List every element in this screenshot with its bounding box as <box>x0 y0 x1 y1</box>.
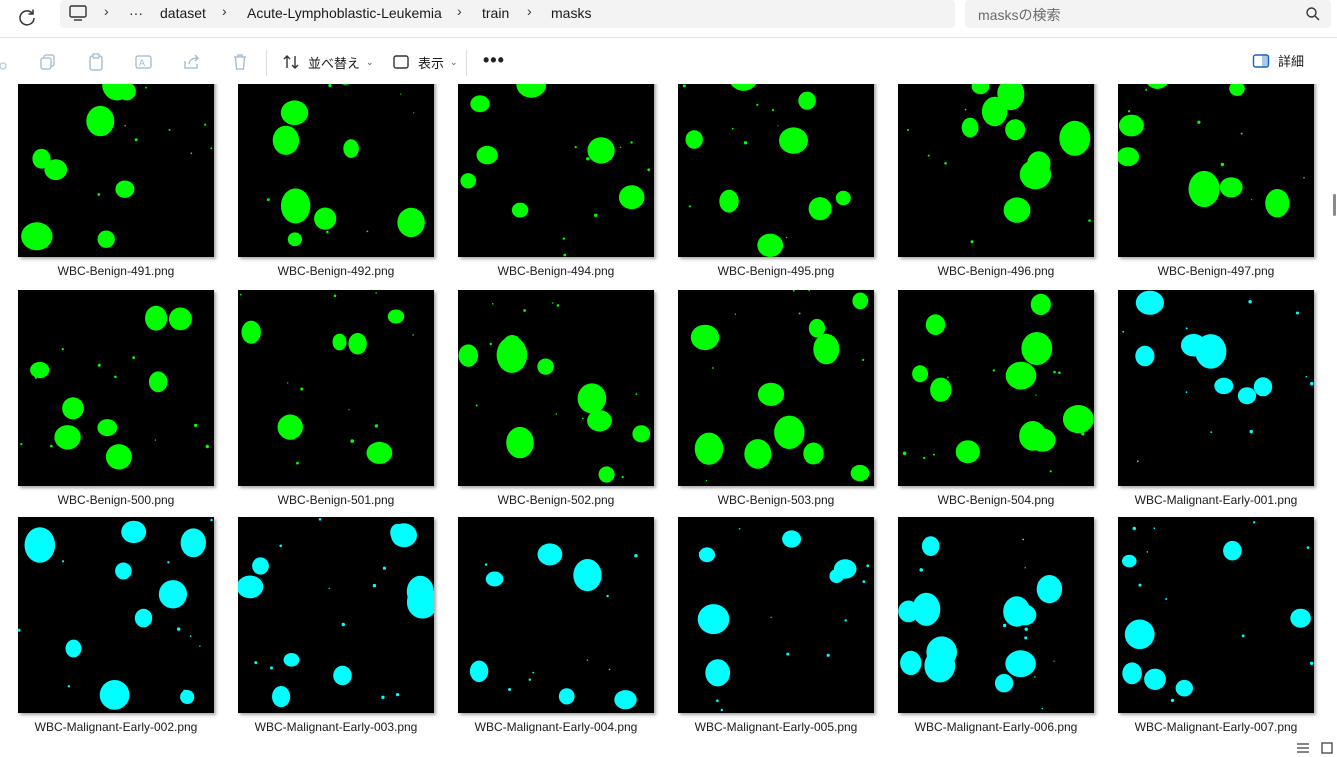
file-item[interactable]: WBC-Benign-495.png <box>678 84 874 286</box>
file-name: WBC-Malignant-Early-002.png <box>34 720 198 734</box>
file-item[interactable]: WBC-Benign-500.png <box>18 290 214 515</box>
file-name: WBC-Benign-501.png <box>277 493 395 507</box>
file-item[interactable]: WBC-Benign-504.png <box>898 290 1094 515</box>
file-item[interactable]: WBC-Benign-503.png <box>678 290 874 515</box>
file-thumbnail[interactable] <box>898 517 1094 713</box>
large-icons-view-icon[interactable] <box>1321 742 1333 754</box>
rename-icon[interactable]: A <box>134 52 154 72</box>
file-name: WBC-Malignant-Early-005.png <box>694 720 858 734</box>
file-thumbnail[interactable] <box>458 84 654 257</box>
details-label: 詳細 <box>1277 54 1304 69</box>
file-name: WBC-Benign-497.png <box>1157 264 1275 278</box>
file-item[interactable]: WBC-Malignant-Early-005.png <box>678 517 874 740</box>
file-name: WBC-Benign-504.png <box>937 493 1055 507</box>
more-options-button[interactable]: ••• <box>483 50 505 70</box>
file-name: WBC-Malignant-Early-004.png <box>474 720 638 734</box>
chevron-right-icon[interactable]: › <box>527 3 532 19</box>
file-name: WBC-Benign-495.png <box>717 264 835 278</box>
address-bar: › ··· dataset › Acute-Lymphoblastic-Leuk… <box>0 0 1337 38</box>
breadcrumb[interactable]: › ··· dataset › Acute-Lymphoblastic-Leuk… <box>60 0 955 28</box>
file-thumbnail[interactable] <box>458 517 654 713</box>
file-thumbnail[interactable] <box>678 517 874 713</box>
search-placeholder: masksの検索 <box>978 7 1061 23</box>
details-view-icon[interactable] <box>1296 742 1310 754</box>
file-thumbnail[interactable] <box>18 517 214 713</box>
file-thumbnail[interactable] <box>1118 290 1314 486</box>
file-thumbnail[interactable] <box>678 84 874 257</box>
file-name: WBC-Benign-491.png <box>57 264 175 278</box>
chevron-right-icon[interactable]: › <box>457 3 462 19</box>
file-item[interactable]: WBC-Benign-491.png <box>18 84 214 286</box>
paste-icon[interactable] <box>86 52 106 72</box>
chevron-down-icon: ⌄ <box>450 56 458 67</box>
file-name: WBC-Malignant-Early-003.png <box>254 720 418 734</box>
file-thumbnail[interactable] <box>678 290 874 486</box>
toolbar-divider <box>466 50 467 76</box>
chevron-right-icon[interactable]: › <box>104 3 109 19</box>
file-grid: WBC-Benign-491.png WBC-Benign-492.png WBC-… <box>0 84 1330 740</box>
file-name: WBC-Benign-492.png <box>277 264 395 278</box>
file-thumbnail[interactable] <box>238 517 434 713</box>
file-thumbnail[interactable] <box>238 84 434 257</box>
file-thumbnail[interactable] <box>458 290 654 486</box>
file-thumbnail[interactable] <box>1118 84 1314 257</box>
file-name: WBC-Benign-496.png <box>937 264 1055 278</box>
file-thumbnail[interactable] <box>1118 517 1314 713</box>
sort-label: 並べ替え <box>308 55 361 71</box>
chevron-right-icon[interactable]: › <box>222 3 227 19</box>
refresh-icon[interactable] <box>16 6 38 28</box>
sort-icon <box>283 55 299 69</box>
file-item[interactable]: WBC-Malignant-Early-006.png <box>898 517 1094 740</box>
file-item[interactable]: WBC-Malignant-Early-007.png <box>1118 517 1314 740</box>
file-item[interactable]: WBC-Benign-496.png <box>898 84 1094 286</box>
breadcrumb-overflow[interactable]: ··· <box>129 5 143 21</box>
breadcrumb-item-masks[interactable]: masks <box>551 5 592 21</box>
file-name: WBC-Benign-503.png <box>717 493 835 507</box>
command-bar: A 並べ替え ⌄ 表示 ⌄ ••• 詳細 <box>0 38 1337 84</box>
file-item[interactable]: WBC-Malignant-Early-003.png <box>238 517 434 740</box>
file-item[interactable]: WBC-Benign-497.png <box>1118 84 1314 286</box>
share-icon[interactable] <box>182 52 202 72</box>
file-name: WBC-Benign-500.png <box>57 493 175 507</box>
file-thumbnail[interactable] <box>18 84 214 257</box>
search-icon[interactable] <box>1305 6 1321 22</box>
file-item[interactable]: WBC-Benign-494.png <box>458 84 654 286</box>
file-thumbnail[interactable] <box>18 290 214 486</box>
vertical-scrollbar[interactable] <box>1332 84 1337 740</box>
copy-icon[interactable] <box>38 52 58 72</box>
file-thumbnail[interactable] <box>898 290 1094 486</box>
search-input[interactable]: masksの検索 <box>965 0 1331 28</box>
view-button[interactable]: 表示 ⌄ <box>392 49 458 75</box>
file-name: WBC-Benign-494.png <box>497 264 615 278</box>
breadcrumb-item-acute-lymphoblastic-leukemia[interactable]: Acute-Lymphoblastic-Leukemia <box>247 5 442 21</box>
chevron-down-icon: ⌄ <box>366 56 374 67</box>
details-pane-icon <box>1252 53 1270 68</box>
file-name: WBC-Benign-502.png <box>497 493 615 507</box>
file-thumbnail[interactable] <box>238 290 434 486</box>
file-item[interactable]: WBC-Benign-502.png <box>458 290 654 515</box>
file-name: WBC-Malignant-Early-006.png <box>914 720 1078 734</box>
breadcrumb-item-dataset[interactable]: dataset <box>160 5 206 21</box>
file-item[interactable]: WBC-Malignant-Early-004.png <box>458 517 654 740</box>
file-item[interactable]: WBC-Benign-501.png <box>238 290 434 515</box>
svg-text:A: A <box>139 58 145 68</box>
file-item[interactable]: WBC-Malignant-Early-001.png <box>1118 290 1314 515</box>
file-item[interactable]: WBC-Benign-492.png <box>238 84 434 286</box>
cut-icon[interactable] <box>0 52 12 72</box>
view-label: 表示 <box>418 55 445 71</box>
delete-icon[interactable] <box>230 52 250 72</box>
file-item[interactable]: WBC-Malignant-Early-002.png <box>18 517 214 740</box>
file-thumbnail[interactable] <box>898 84 1094 257</box>
scrollbar-thumb[interactable] <box>1333 194 1336 216</box>
sort-button[interactable]: 並べ替え ⌄ <box>282 49 374 75</box>
breadcrumb-item-train[interactable]: train <box>482 5 510 21</box>
details-button[interactable]: 詳細 <box>1252 51 1304 70</box>
file-name: WBC-Malignant-Early-001.png <box>1134 493 1298 507</box>
this-pc-icon[interactable] <box>68 4 88 22</box>
view-icon <box>393 55 409 69</box>
toolbar-divider <box>266 50 267 76</box>
file-name: WBC-Malignant-Early-007.png <box>1134 720 1298 734</box>
